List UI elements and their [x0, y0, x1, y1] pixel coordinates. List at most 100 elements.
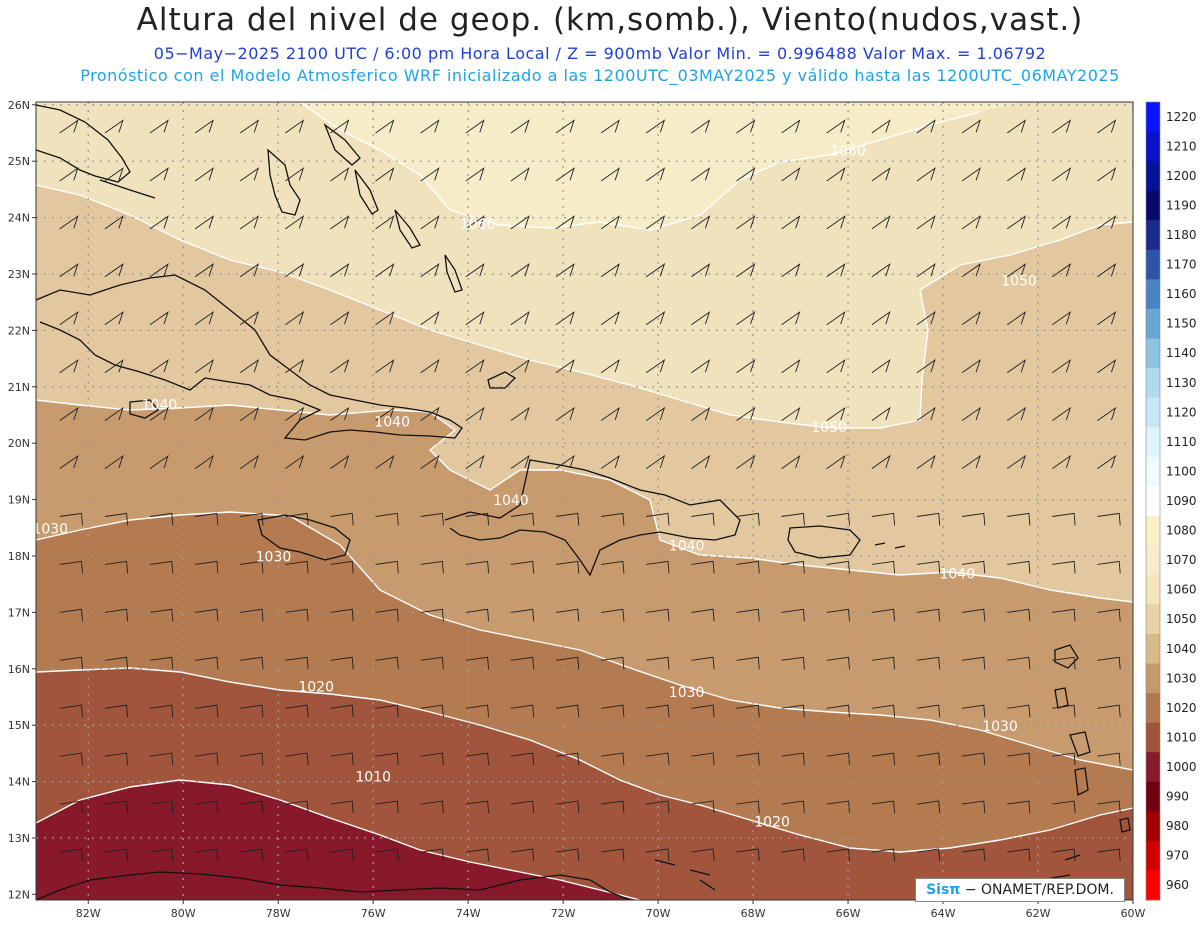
wind-barb: [420, 215, 440, 230]
contour-line-1010: [36, 779, 641, 900]
wind-barb: [601, 752, 625, 766]
wind-barb: [781, 656, 805, 670]
wind-barb: [1007, 512, 1031, 526]
wind-barb: [1052, 167, 1072, 182]
wind-barb: [601, 656, 625, 670]
wind-barb: [1097, 215, 1117, 230]
wind-barb: [465, 167, 485, 182]
wind-barb: [330, 752, 354, 766]
wind-barb: [871, 800, 896, 814]
legend-swatch: [1146, 397, 1160, 428]
wind-barb: [510, 752, 535, 766]
wind-barb: [1097, 358, 1117, 374]
wind-barb: [375, 454, 395, 469]
wind-barb: [285, 512, 309, 526]
wind-barb: [916, 800, 941, 814]
wind-barb: [465, 263, 485, 278]
coast-barbados: [1119, 817, 1131, 833]
wind-barb: [330, 167, 350, 182]
wind-barb: [691, 215, 711, 230]
wind-barb: [645, 358, 666, 374]
contour-line-1060: [36, 102, 981, 231]
wind-barb: [645, 310, 666, 326]
wind-barb: [104, 560, 129, 574]
wind-barb: [285, 848, 309, 862]
wind-barb: [375, 406, 395, 421]
wind-barb: [1052, 704, 1076, 718]
wind-barb: [691, 167, 711, 182]
wind-barb: [645, 119, 666, 134]
wind-barb: [645, 215, 666, 230]
wind-barb: [1052, 656, 1076, 670]
wind-barb: [601, 704, 625, 718]
wind-barb: [1052, 560, 1076, 574]
wind-barb: [646, 656, 670, 670]
wind-barb: [916, 848, 941, 862]
longitude-tick-label: 72W: [551, 907, 576, 920]
legend-swatch: [1146, 693, 1160, 724]
wind-barb: [330, 704, 354, 718]
wind-barb: [239, 358, 260, 374]
wind-barb: [330, 608, 354, 622]
wind-barb: [420, 752, 444, 766]
wind-barb: [149, 263, 169, 278]
wind-barb: [149, 215, 169, 230]
wind-barb: [149, 119, 169, 134]
latitude-tick-label: 20N: [8, 437, 30, 450]
wind-barb: [691, 560, 715, 574]
wind-barb: [1097, 848, 1121, 862]
legend-label: 1180: [1166, 228, 1197, 242]
map-subtitle-model-run: Pronóstico con el Modelo Atmosferico WRF…: [80, 66, 1120, 85]
wind-barb: [645, 454, 666, 469]
wind-barb: [691, 704, 715, 718]
wind-barb: [1006, 215, 1027, 230]
wind-barb: [1097, 167, 1117, 182]
wind-barb: [104, 263, 124, 278]
wind-barb: [420, 310, 440, 326]
wind-barb: [736, 119, 756, 134]
legend-label: 1120: [1166, 405, 1197, 419]
wind-barb: [961, 848, 986, 862]
wind-barb: [510, 800, 535, 814]
wind-barb: [239, 406, 260, 421]
wind-barb: [510, 167, 530, 182]
wind-barb: [781, 800, 805, 814]
wind-barb: [420, 263, 440, 278]
wind-barb: [691, 752, 715, 766]
wind-barb: [600, 119, 620, 134]
wind-barb: [330, 215, 350, 230]
wind-barb: [871, 406, 891, 421]
latitude-tick-label: 22N: [8, 324, 30, 337]
contour-label: 1010: [355, 770, 391, 786]
wind-barb: [916, 263, 936, 278]
legend-label: 1070: [1166, 553, 1197, 567]
wind-barb: [961, 263, 981, 278]
legend-label: 1150: [1166, 317, 1197, 331]
wind-barb: [555, 358, 575, 374]
latitude-tick-label: 26N: [8, 99, 30, 112]
wind-barb: [781, 608, 805, 622]
legend-label: 1080: [1166, 524, 1197, 538]
contour-label: 1030: [256, 550, 292, 566]
wind-barb: [420, 704, 444, 718]
wind-barb: [781, 560, 805, 574]
wind-barb: [916, 512, 941, 526]
wind-barb: [330, 800, 354, 814]
coastlines: [36, 104, 1131, 900]
wind-barb: [826, 608, 850, 622]
legend-swatch: [1146, 456, 1160, 487]
wind-barb: [104, 704, 129, 718]
wind-barb: [1097, 704, 1121, 718]
coast-bahamas-exuma: [394, 209, 421, 249]
legend-label: 1210: [1166, 139, 1197, 153]
wind-barb: [1097, 310, 1117, 326]
wind-barb: [330, 848, 354, 862]
wind-barb: [871, 454, 891, 469]
contour-label: 1060: [460, 217, 496, 233]
wind-barb: [961, 406, 981, 421]
wind-barb: [194, 119, 214, 134]
wind-barb: [871, 704, 896, 718]
wind-barb: [59, 704, 83, 718]
wind-barb: [240, 608, 264, 622]
wind-barb: [104, 406, 124, 421]
